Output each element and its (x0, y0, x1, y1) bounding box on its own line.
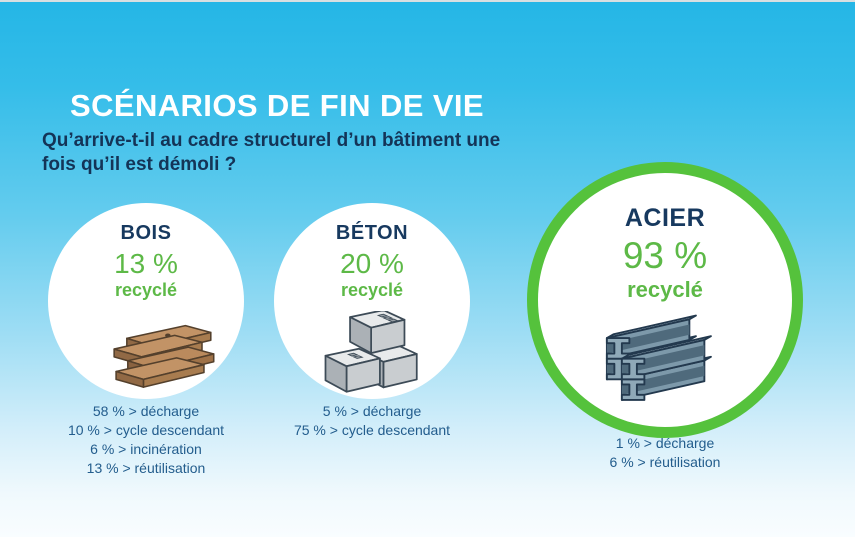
wood-planks-icon (97, 311, 225, 398)
material-percent-acier: 93 % (622, 235, 708, 276)
material-circle-acier: ACIER 93 % recyclé (527, 162, 803, 438)
material-name-bois: BOIS (120, 222, 172, 244)
concrete-blocks-icon (316, 309, 428, 402)
material-name-beton: BÉTON (335, 222, 409, 244)
breakdown-list-beton: 5 % > décharge 75 % > cycle descendant (272, 402, 472, 440)
breakdown-line: 5 % > décharge (322, 403, 422, 419)
breakdown-line: 58 % > décharge (92, 403, 200, 419)
breakdown-line: 1 % > décharge (615, 435, 715, 451)
material-name-acier: ACIER (624, 204, 706, 232)
breakdown-list-bois: 58 % > décharge 10 % > cycle descendant … (46, 402, 246, 478)
breakdown-line: 6 % > incinération (90, 441, 202, 457)
page-subtitle: Qu’arrive-t-il au cadre structurel d’un … (42, 130, 501, 175)
material-recycled-label-acier: recyclé (627, 277, 703, 302)
page-title: SCÉNARIOS DE FIN DE VIE (70, 88, 484, 123)
material-recycled-label-beton: recyclé (340, 280, 404, 300)
material-percent-bois: 13 % (114, 248, 178, 279)
material-percent-beton: 20 % (340, 248, 404, 279)
material-circle-beton: BÉTON 20 % recyclé (274, 203, 470, 399)
material-circle-bois: BOIS 13 % recyclé (48, 203, 244, 399)
breakdown-line: 13 % > réutilisation (86, 460, 206, 476)
material-recycled-label-bois: recyclé (114, 280, 178, 300)
breakdown-line: 6 % > réutilisation (609, 454, 721, 470)
breakdown-line: 75 % > cycle descendant (293, 422, 451, 438)
breakdown-line: 10 % > cycle descendant (67, 422, 225, 438)
steel-ibeams-icon (590, 309, 740, 419)
breakdown-list-acier: 1 % > décharge 6 % > réutilisation (545, 434, 785, 472)
